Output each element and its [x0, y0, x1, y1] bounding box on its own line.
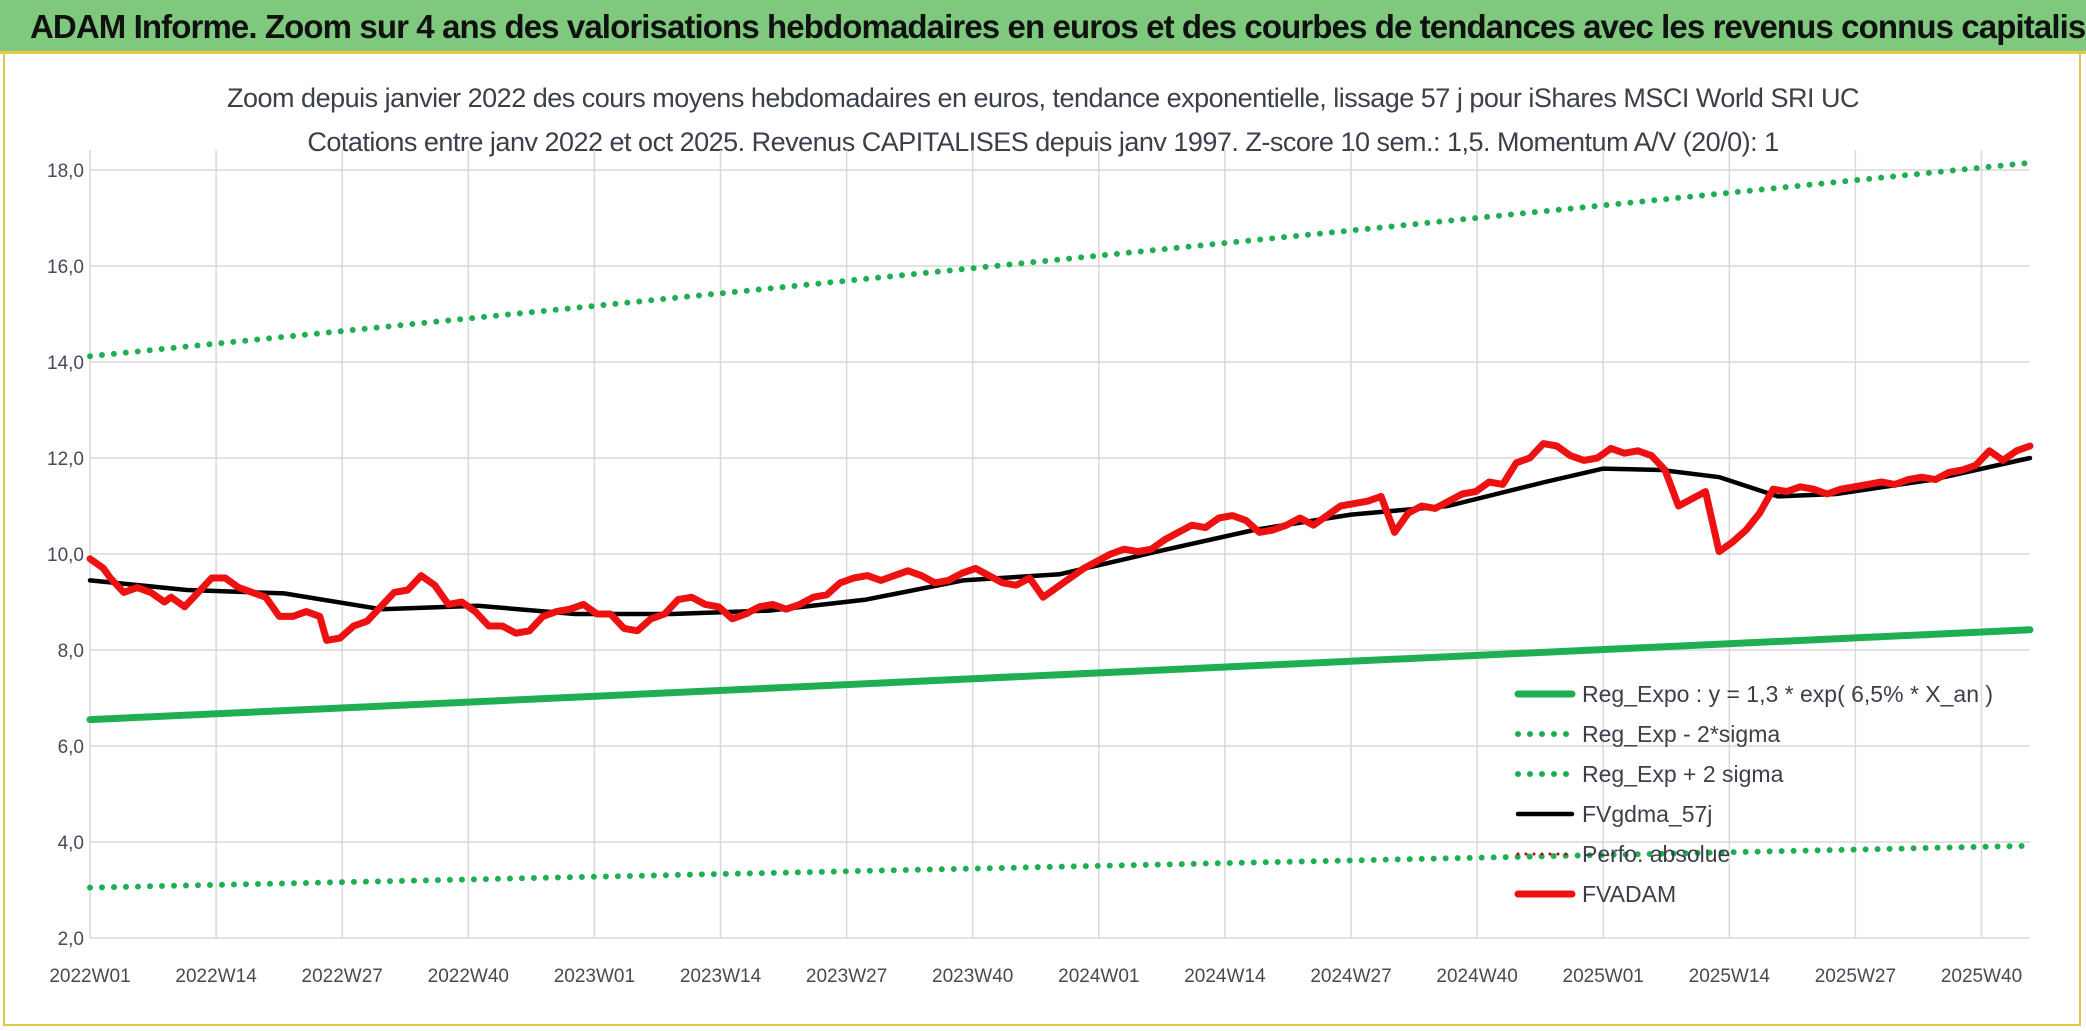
x-tick-label: 2023W01 — [554, 966, 635, 987]
series-fvgdma-57j — [87, 455, 2033, 617]
y-tick-label: 4,0 — [58, 833, 84, 854]
report-title: ADAM Informe. Zoom sur 4 ans des valoris… — [30, 8, 2086, 45]
report-banner: ADAM Informe. Zoom sur 4 ans des valoris… — [0, 0, 2086, 54]
x-tick-label: 2025W01 — [1563, 966, 1644, 987]
y-axis: 2,0 4,0 6,0 8,0 10,0 12,0 14,0 16,0 18,0 — [47, 161, 84, 950]
y-tick-label: 8,0 — [58, 641, 84, 662]
series-group — [86, 159, 2034, 891]
x-tick-label: 2024W01 — [1058, 966, 1139, 987]
x-tick-label: 2022W14 — [175, 966, 257, 987]
legend-label: Perfo. absolue — [1582, 841, 1730, 867]
y-tick-label: 12,0 — [47, 449, 84, 470]
y-tick-label: 14,0 — [47, 353, 84, 374]
grid — [89, 150, 2030, 939]
x-tick-label: 2025W40 — [1941, 966, 2022, 987]
legend-label: FVADAM — [1582, 881, 1676, 907]
x-tick-label: 2024W27 — [1310, 966, 1391, 987]
legend-label: Reg_Exp + 2 sigma — [1582, 761, 1784, 787]
y-tick-label: 10,0 — [47, 545, 84, 566]
series-reg-exp-minus-2sigma — [87, 842, 2033, 891]
y-tick-label: 18,0 — [47, 161, 84, 182]
legend-label: Reg_Exp - 2*sigma — [1582, 721, 1780, 747]
y-tick-label: 2,0 — [58, 929, 84, 950]
x-tick-label: 2023W40 — [932, 966, 1013, 987]
x-tick-label: 2023W14 — [680, 966, 762, 987]
chart-frame — [3, 54, 2081, 1026]
series-reg-expo — [86, 626, 2034, 724]
x-tick-label: 2024W14 — [1184, 966, 1266, 987]
x-tick-label: 2025W14 — [1689, 966, 1771, 987]
x-tick-label: 2022W27 — [302, 966, 383, 987]
y-tick-label: 16,0 — [47, 257, 84, 278]
x-tick-label: 2025W27 — [1815, 966, 1896, 987]
x-tick-label: 2022W40 — [428, 966, 509, 987]
x-tick-label: 2023W27 — [806, 966, 887, 987]
legend: Reg_Expo : y = 1,3 * exp( 6,5% * X_an ) R… — [1514, 681, 1993, 907]
x-tick-label: 2022W01 — [49, 966, 130, 987]
chart-subtitle: Cotations entre janv 2022 et oct 2025. R… — [307, 127, 1779, 157]
x-axis: 2022W01 2022W14 2022W27 2022W40 2023W01 2023W… — [49, 966, 2022, 987]
legend-label: Reg_Expo : y = 1,3 * exp( 6,5% * X_an ) — [1582, 681, 1993, 707]
x-tick-label: 2024W40 — [1436, 966, 1517, 987]
series-fvadam — [86, 440, 2034, 644]
y-tick-label: 6,0 — [58, 737, 84, 758]
chart-title: Zoom depuis janvier 2022 des cours moyen… — [227, 83, 1859, 113]
series-reg-exp-plus-2sigma — [87, 159, 2033, 360]
legend-label: FVgdma_57j — [1582, 801, 1712, 827]
